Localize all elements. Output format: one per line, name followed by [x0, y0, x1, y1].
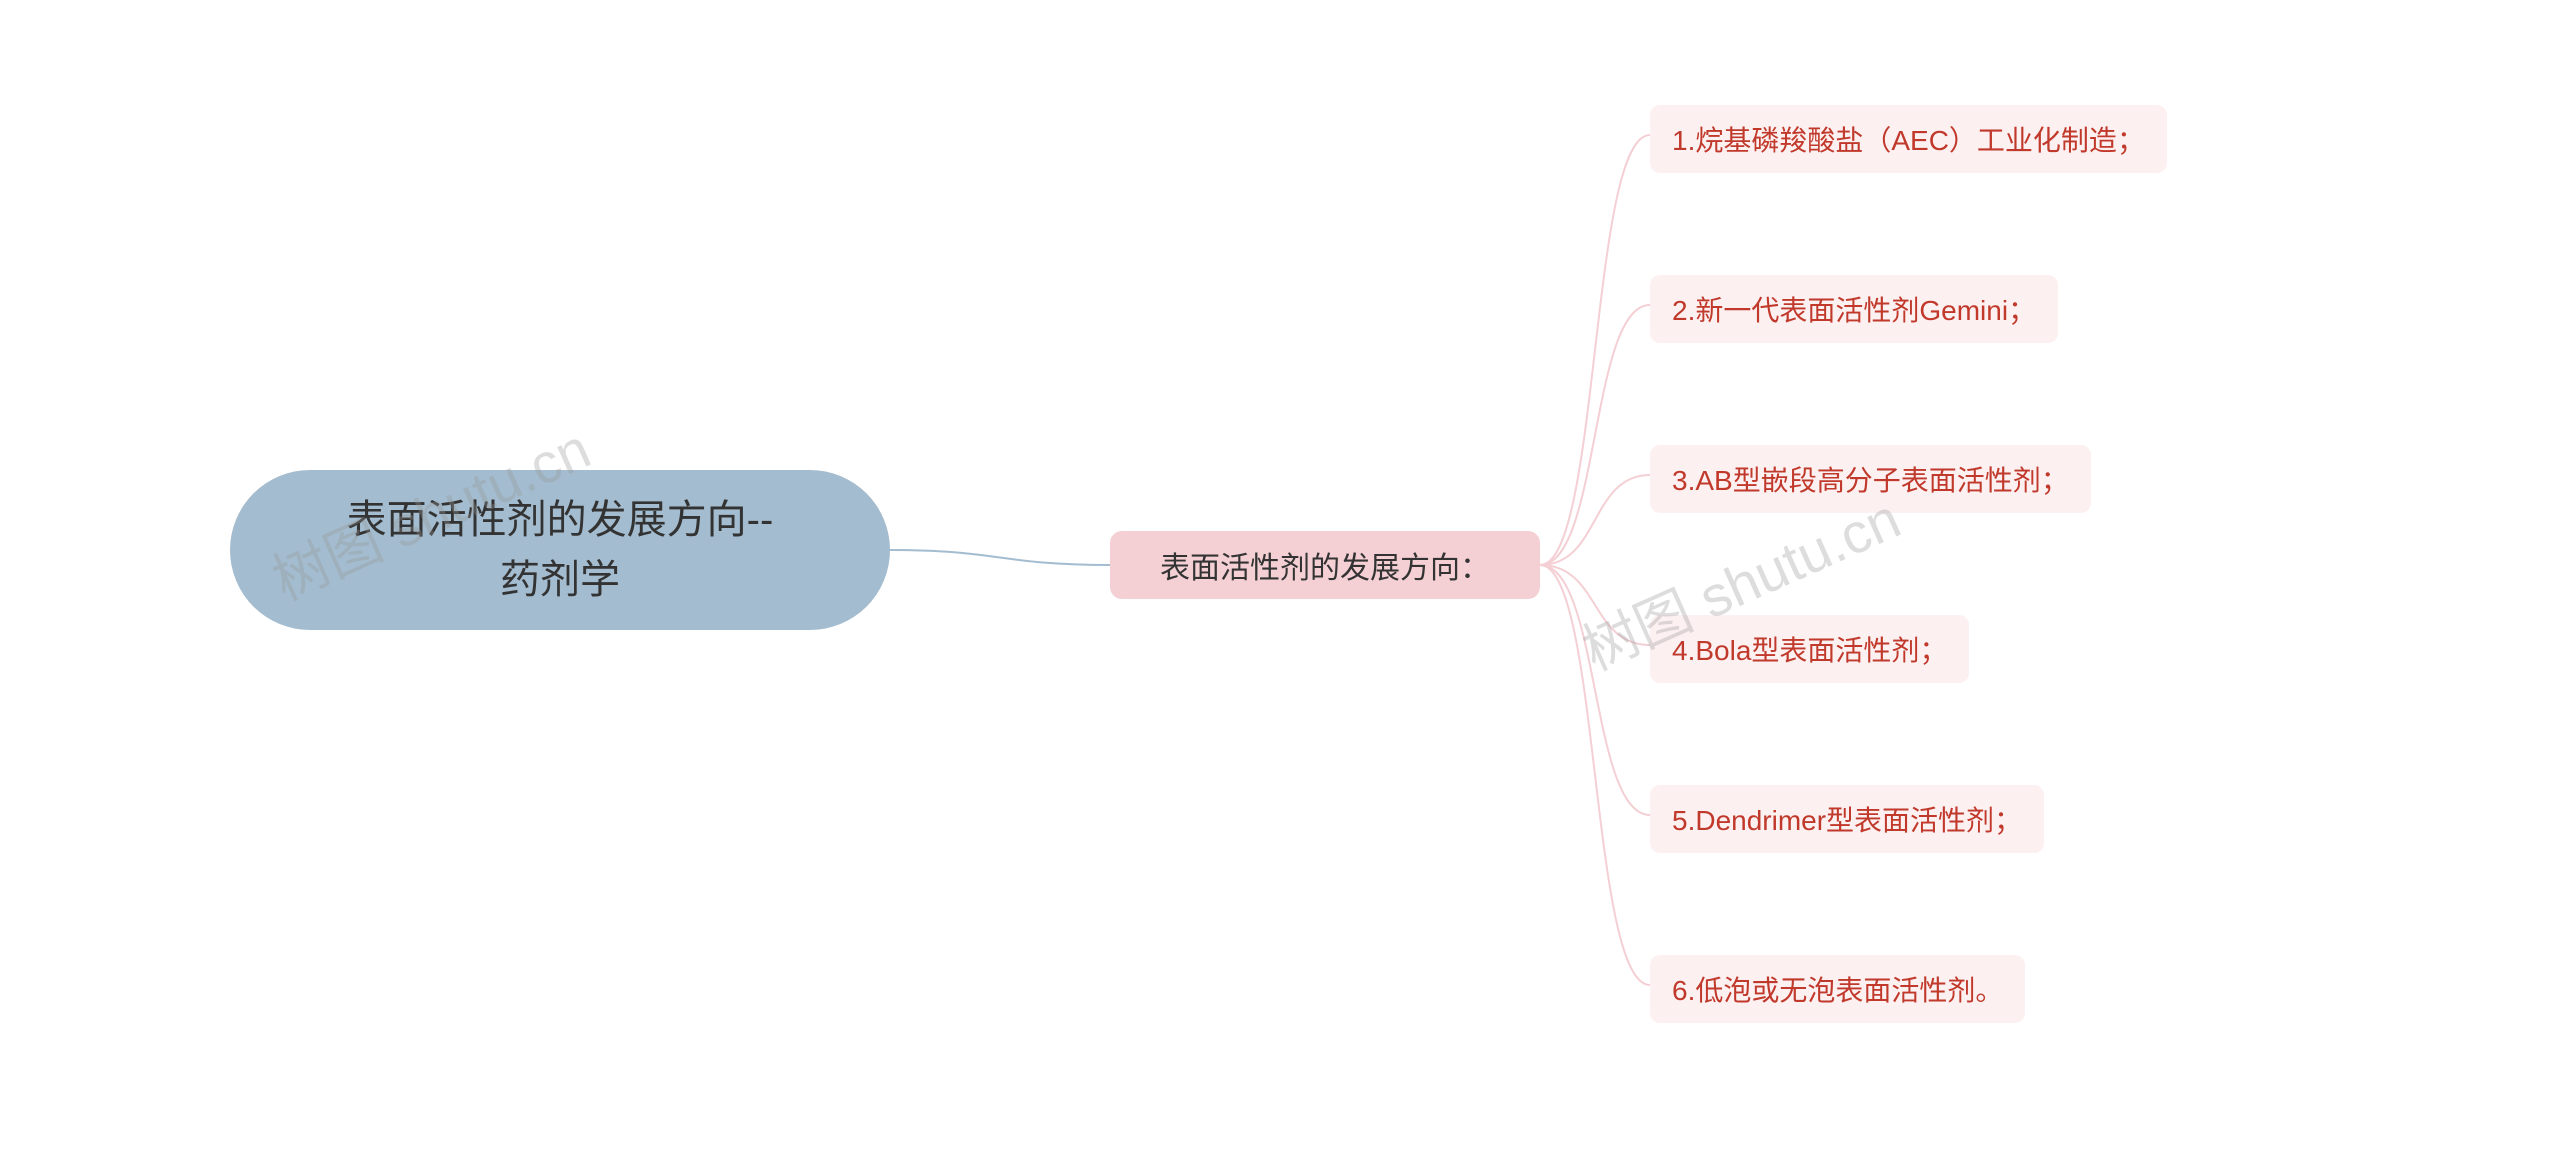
leaf-label: 2.新一代表面活性剂Gemini；	[1672, 289, 2036, 329]
root-line2: 药剂学	[347, 550, 774, 610]
branch-node[interactable]: 表面活性剂的发展方向：	[1110, 531, 1540, 599]
leaf-label: 3.AB型嵌段高分子表面活性剂；	[1672, 459, 2069, 499]
root-node[interactable]: 表面活性剂的发展方向-- 药剂学	[230, 470, 890, 630]
leaf-node-5[interactable]: 5.Dendrimer型表面活性剂；	[1650, 785, 2044, 853]
branch-label: 表面活性剂的发展方向：	[1160, 543, 1490, 587]
leaf-label: 4.Bola型表面活性剂；	[1672, 629, 1947, 669]
leaf-label: 5.Dendrimer型表面活性剂；	[1672, 799, 2022, 839]
root-line1: 表面活性剂的发展方向--	[347, 490, 774, 550]
leaf-node-1[interactable]: 1.烷基磷羧酸盐（AEC）工业化制造；	[1650, 105, 2167, 173]
leaf-label: 6.低泡或无泡表面活性剂。	[1672, 969, 2003, 1009]
leaf-node-3[interactable]: 3.AB型嵌段高分子表面活性剂；	[1650, 445, 2091, 513]
leaf-node-2[interactable]: 2.新一代表面活性剂Gemini；	[1650, 275, 2058, 343]
leaf-node-4[interactable]: 4.Bola型表面活性剂；	[1650, 615, 1969, 683]
leaf-label: 1.烷基磷羧酸盐（AEC）工业化制造；	[1672, 119, 2145, 159]
mindmap-canvas: 表面活性剂的发展方向-- 药剂学 表面活性剂的发展方向： 1.烷基磷羧酸盐（AE…	[0, 0, 2560, 1150]
leaf-node-6[interactable]: 6.低泡或无泡表面活性剂。	[1650, 955, 2025, 1023]
